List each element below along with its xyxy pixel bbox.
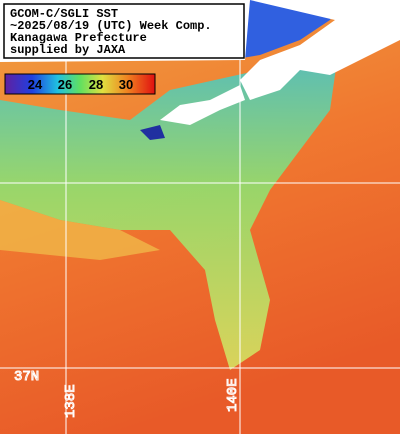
cold-water <box>230 0 340 60</box>
header-line: ~2025/08/19 (UTC) Week Comp. <box>10 19 212 33</box>
warm-transition <box>0 200 160 260</box>
colorbar-label: 28 <box>89 77 103 92</box>
header-line: GCOM-C/SGLI SST <box>10 7 118 21</box>
colorbar-label: 30 <box>119 77 133 92</box>
colorbar-label: 26 <box>58 77 72 92</box>
colorbar <box>4 73 156 95</box>
land <box>160 85 245 125</box>
colorbar-label: 24 <box>28 77 43 92</box>
land <box>240 0 400 100</box>
header-line: Kanagawa Prefecture <box>10 31 147 45</box>
latitude-label: 37N <box>14 369 39 385</box>
cold-water <box>140 125 165 140</box>
longitude-label: 140E <box>225 378 241 412</box>
longitude-label: 138E <box>63 384 79 418</box>
header-box <box>3 3 245 59</box>
cool-water <box>0 40 340 370</box>
header-line: supplied by JAXA <box>10 43 126 57</box>
